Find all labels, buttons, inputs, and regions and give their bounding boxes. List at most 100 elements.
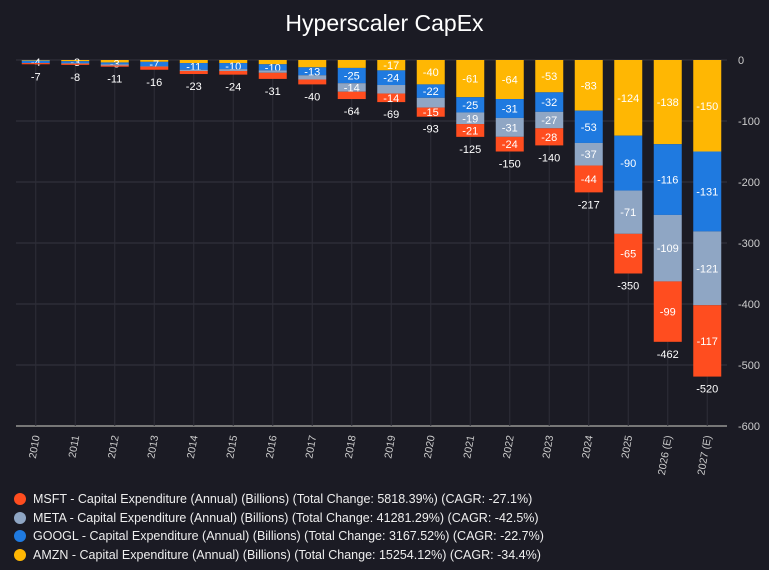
total-label: -93 [423,124,439,136]
bar-segment-googl [219,63,248,70]
segment-label: -99 [660,307,676,319]
bar-segment-googl [21,60,50,64]
bar-segment-amzn [416,60,445,85]
x-tick-label: 2016 [264,434,280,459]
legend-item-msft[interactable]: MSFT - Capital Expenditure (Annual) (Bil… [14,490,544,509]
segment-label: -21 [462,125,478,137]
bar-segment-amzn [179,60,208,64]
bar-segment-meta [61,63,90,64]
x-tick-label: 2014 [185,434,201,459]
bar-segment-amzn [535,60,564,93]
bar-segment-meta [337,83,366,92]
segment-label: -28 [541,132,557,144]
segment-label: -27 [541,115,557,127]
bar-segment-amzn [574,60,603,111]
x-tick-label: 2013 [145,434,161,459]
legend: MSFT - Capital Expenditure (Annual) (Bil… [14,490,544,564]
segment-label: -14 [383,93,399,105]
bar-segment-googl [535,92,564,112]
segment-label: -37 [581,149,597,161]
legend-swatch [14,511,26,524]
bar-segment-meta [179,69,208,71]
bar-segment-amzn [61,60,90,62]
bar-segment-msft [21,63,50,65]
segment-label: -121 [696,263,718,275]
total-label: -16 [146,77,162,89]
bar-segment-meta [495,117,524,137]
bar-segment-msft [456,124,485,137]
legend-label: MSFT - Capital Expenditure (Annual) (Bil… [33,492,533,507]
chart-title: Hyperscaler CapEx [285,10,484,36]
bar-segment-msft [535,128,564,146]
segment-label: -109 [657,243,679,255]
segment-label: -71 [620,207,636,219]
bar-segment-msft [61,63,90,65]
segment-label: -65 [620,249,636,261]
x-tick-label: 2018 [343,434,359,459]
bar-segment-meta [100,64,129,66]
bar-segment-msft [337,91,366,100]
bar-segment-googl [100,62,129,65]
bar-segment-meta [456,112,485,125]
bar-segment-googl [298,67,327,76]
bar-segment-amzn [456,60,485,98]
x-tick-label: 2024 [580,434,596,459]
total-label: -520 [696,384,718,396]
bar-segment-msft [298,79,327,85]
total-label: -69 [383,109,399,121]
bar-segment-googl [416,84,445,98]
x-tick-label: 2026 (E) [656,434,675,476]
bar-segment-googl [495,99,524,118]
segment-label: -14 [344,82,360,94]
bar-segment-amzn [298,60,327,68]
segment-label: -53 [581,122,597,134]
bar-segment-amzn [140,60,169,62]
bar-segment-meta [298,75,327,80]
bar-segment-googl [140,61,169,67]
x-tick-label: 2023 [540,434,556,459]
segment-label: -24 [383,73,399,85]
bar-segment-msft [140,66,169,70]
bar-segment-meta [693,231,722,306]
x-tick-label: 2012 [106,434,122,459]
total-label: -23 [186,81,202,93]
segment-label: -25 [344,71,360,83]
legend-item-amzn[interactable]: AMZN - Capital Expenditure (Annual) (Bil… [14,546,544,565]
legend-item-meta[interactable]: META - Capital Expenditure (Annual) (Bil… [14,509,544,528]
bar-segment-googl [653,144,682,215]
segment-label: -25 [462,100,478,112]
total-label: -24 [225,82,241,94]
segment-label: -64 [502,75,518,87]
legend-swatch [14,530,26,543]
bar-segment-meta [535,111,564,129]
bar-segment-amzn [614,60,643,136]
x-tick-label: 2022 [501,434,517,459]
bar-segment-googl [61,61,90,64]
bar-segment-meta [614,190,643,234]
x-tick-label: 2017 [303,434,319,459]
bar-segment-amzn [653,60,682,145]
segment-label: -32 [541,97,557,109]
x-tick-label: 2011 [66,434,82,458]
x-tick-label: 2019 [382,434,398,459]
bar-segment-googl [456,97,485,113]
bar-segment-meta [653,214,682,282]
bar-segment-googl [258,64,287,71]
bar-segment-amzn [495,60,524,100]
bar-segment-msft [614,233,643,274]
segment-label: -19 [462,113,478,125]
legend-item-googl[interactable]: GOOGL - Capital Expenditure (Annual) (Bi… [14,527,544,546]
bar-segment-googl [337,67,366,84]
segment-label: -7 [149,59,159,71]
bar-segment-googl [614,135,643,191]
total-label: -31 [265,86,281,98]
y-tick-label: -500 [738,360,760,372]
x-tick-label: 2020 [422,434,438,459]
bar-segment-meta [574,142,603,166]
bar-segment-amzn [693,60,722,152]
x-tick-label: 2010 [27,434,43,459]
segment-label: -31 [502,103,518,115]
segment-label: -90 [620,158,636,170]
x-tick-label: 2025 [619,434,635,459]
total-label: -217 [578,199,600,211]
